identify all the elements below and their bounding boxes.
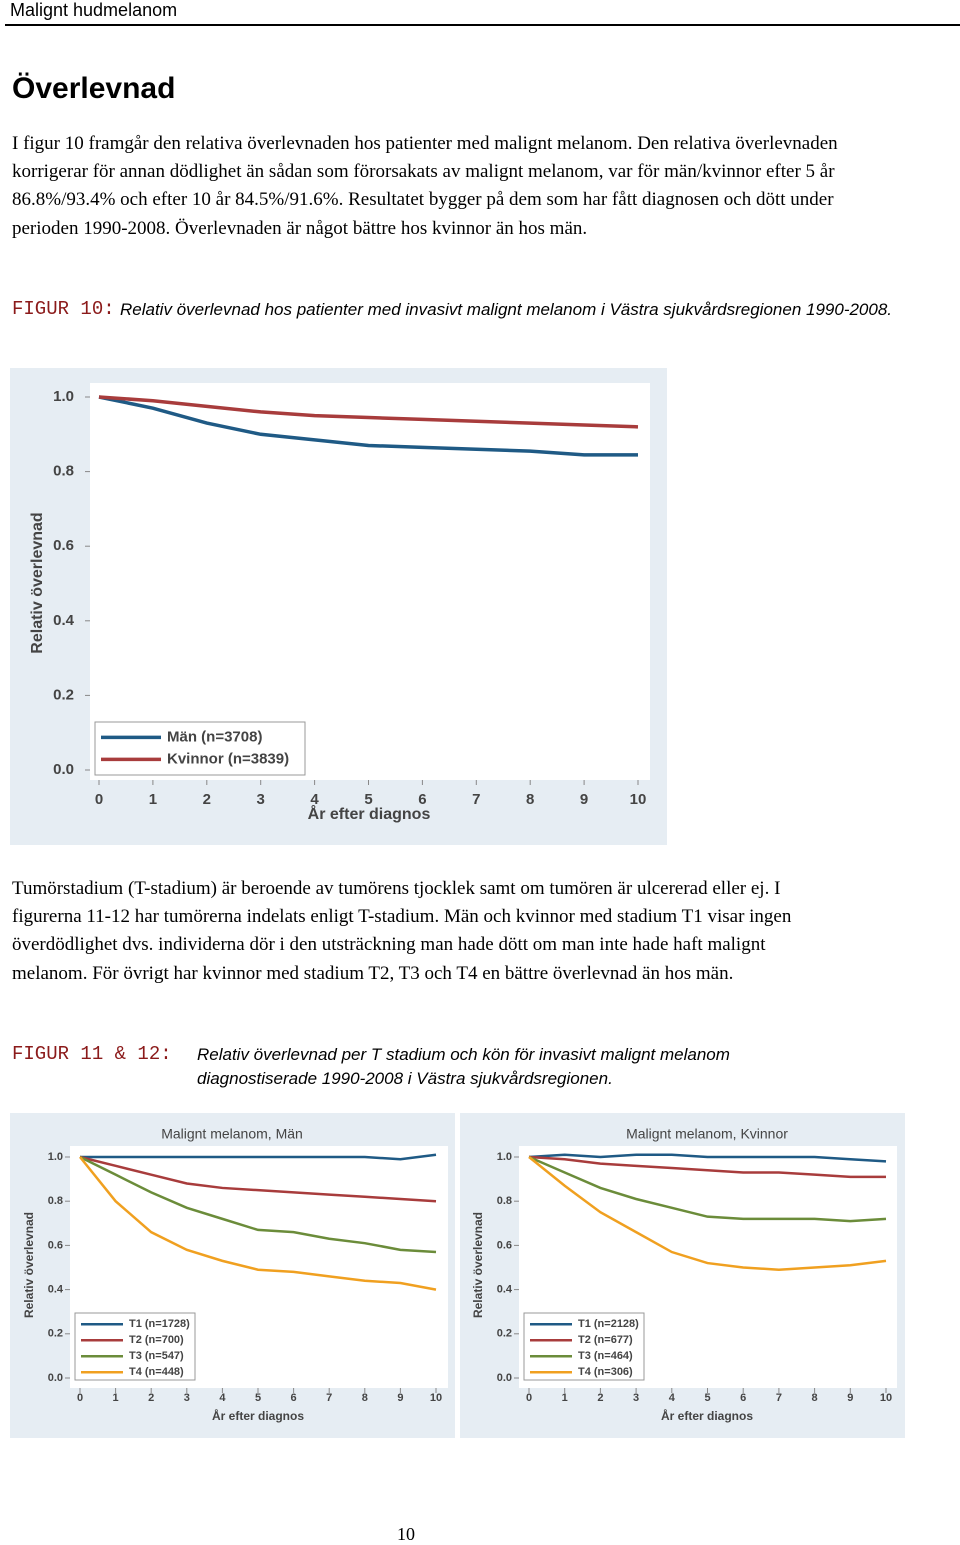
x-tick-label: 10 (630, 791, 647, 808)
x-tick-label: 7 (472, 791, 480, 808)
x-tick-label: 8 (526, 791, 534, 808)
series-line (528, 1153, 887, 1163)
y-tick-label: 0.8 (48, 1195, 63, 1207)
x-tick-label: 0 (526, 1392, 532, 1404)
x-tick-label: 0 (95, 791, 103, 808)
x-tick-label: 3 (184, 1392, 190, 1404)
y-tick-label: 0.2 (48, 1328, 63, 1340)
x-tick-label: 3 (257, 791, 265, 808)
legend-box (94, 721, 306, 776)
x-tick-label: 10 (430, 1392, 442, 1404)
y-tick-label: 1.0 (48, 1151, 63, 1163)
figure-caption: Relativ överlevnad hos patienter med inv… (120, 300, 893, 319)
y-tick-label: 0.4 (53, 612, 75, 629)
y-tick-label: 0.4 (48, 1284, 64, 1296)
y-tick-label: 0.8 (53, 463, 74, 480)
y-tick-label: 0.0 (53, 761, 74, 778)
series-line (79, 1155, 437, 1203)
y-tick-label: 1.0 (497, 1151, 512, 1163)
x-tick-label: 2 (597, 1392, 603, 1404)
series-line (528, 1156, 887, 1271)
x-tick-label: 9 (580, 791, 588, 808)
x-tick-label: 1 (562, 1392, 568, 1404)
y-tick-label: 1.0 (53, 388, 74, 405)
x-tick-label: 1 (149, 791, 157, 808)
series-line (79, 1155, 437, 1254)
paragraph: Tumörstadium (T-stadium) är beroende av … (12, 878, 792, 984)
heading: Överlevnad (12, 72, 176, 105)
y-axis-label: Relativ överlevnad (22, 1212, 36, 1318)
series-line (80, 1153, 437, 1161)
x-tick-label: 10 (880, 1392, 892, 1404)
figure-label: FIGUR 10: (12, 298, 115, 320)
legend-label: T3 (n=547) (129, 1350, 184, 1362)
legend-label: T1 (n=1728) (129, 1318, 190, 1330)
legend-label: Kvinnor (n=3839) (167, 750, 289, 767)
x-tick-label: 5 (364, 791, 372, 808)
legend-label: T4 (n=306) (578, 1366, 633, 1378)
y-tick-label: 0.2 (53, 686, 74, 703)
x-tick-label: 8 (362, 1392, 368, 1404)
paragraph: I figur 10 framgår den relativa överlevn… (12, 133, 838, 239)
x-tick-label: 6 (291, 1392, 297, 1404)
x-tick-label: 1 (113, 1392, 119, 1404)
x-axis-label: År efter diagnos (661, 1408, 753, 1423)
legend-label: T3 (n=464) (578, 1350, 633, 1362)
y-tick-label: 0.6 (53, 537, 74, 554)
x-tick-label: 5 (704, 1392, 710, 1404)
x-tick-label: 4 (669, 1392, 676, 1404)
y-axis-label: Relativ överlevnad (471, 1212, 485, 1318)
x-tick-label: 7 (776, 1392, 782, 1404)
x-tick-label: 5 (255, 1392, 261, 1404)
series-line (79, 1156, 437, 1291)
legend-label: T2 (n=700) (129, 1334, 184, 1346)
x-tick-label: 4 (219, 1392, 226, 1404)
header-rule (5, 24, 960, 26)
chart-title: Malignt melanom, Män (161, 1126, 303, 1142)
legend-label: Män (n=3708) (167, 728, 262, 745)
series-line (98, 395, 639, 429)
y-tick-label: 0.2 (497, 1328, 512, 1340)
x-tick-label: 0 (77, 1392, 83, 1404)
figure-label: FIGUR 11 & 12: (12, 1043, 172, 1065)
series-line (528, 1155, 887, 1223)
plot-area (90, 383, 650, 780)
legend-label: T1 (n=2128) (578, 1318, 639, 1330)
y-tick-label: 0.0 (48, 1372, 63, 1384)
y-tick-label: 0.4 (497, 1284, 513, 1296)
x-tick-label: 9 (847, 1392, 853, 1404)
page-number: 10 (397, 1524, 415, 1544)
x-tick-label: 6 (418, 791, 426, 808)
y-tick-label: 0.6 (497, 1239, 512, 1251)
x-axis-label: År efter diagnos (212, 1408, 304, 1423)
x-tick-label: 2 (203, 791, 211, 808)
series-line (98, 395, 638, 457)
x-tick-label: 7 (326, 1392, 332, 1404)
legend-label: T4 (n=448) (129, 1366, 184, 1378)
y-tick-label: 0.8 (497, 1195, 512, 1207)
x-tick-label: 2 (148, 1392, 154, 1404)
x-tick-label: 8 (812, 1392, 818, 1404)
x-tick-label: 6 (740, 1392, 746, 1404)
running-header: Malignt hudmelanom (10, 0, 178, 20)
x-tick-label: 4 (310, 791, 319, 808)
x-tick-label: 3 (633, 1392, 639, 1404)
chart-title: Malignt melanom, Kvinnor (626, 1126, 788, 1142)
figure-caption: Relativ överlevnad per T stadium och kön… (197, 1045, 730, 1088)
y-axis-label: Relativ överlevnad (29, 512, 46, 653)
x-tick-label: 9 (397, 1392, 403, 1404)
y-tick-label: 0.0 (497, 1372, 512, 1384)
x-axis-label: År efter diagnos (308, 804, 431, 823)
legend-label: T2 (n=677) (578, 1334, 633, 1346)
series-line (528, 1155, 886, 1179)
y-tick-label: 0.6 (48, 1239, 63, 1251)
